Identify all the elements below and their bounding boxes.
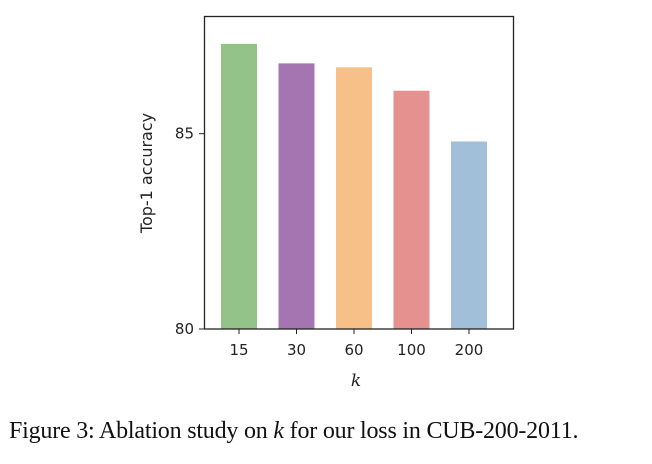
- y-tick-label: 85: [175, 125, 194, 143]
- bar-15: [221, 43, 257, 329]
- bar-chart: 80 85 15 30 60 100 200 Top-1 accuracy k: [137, 15, 515, 391]
- x-tick-label: 100: [397, 341, 426, 359]
- caption-suffix: for our loss in CUB-200-2011.: [283, 418, 579, 444]
- bar-100: [393, 90, 430, 329]
- bar-60: [336, 67, 372, 329]
- x-tick-label: 15: [229, 341, 248, 359]
- axes-frame: [203, 15, 515, 330]
- caption-variable: k: [273, 418, 284, 444]
- y-axis-label: Top-1 accuracy: [137, 113, 156, 234]
- x-tick-label: 60: [344, 341, 363, 359]
- bar-30: [278, 63, 315, 329]
- y-tick-label: 80: [175, 320, 194, 338]
- x-tick-label: 30: [287, 341, 306, 359]
- x-axis-label: k: [351, 371, 361, 391]
- figure-caption: Figure 3: Ablation study on k for our lo…: [9, 418, 578, 445]
- bar-200: [451, 141, 487, 329]
- caption-prefix: Figure 3: Ablation study on: [9, 418, 274, 444]
- x-tick-label: 200: [455, 341, 484, 359]
